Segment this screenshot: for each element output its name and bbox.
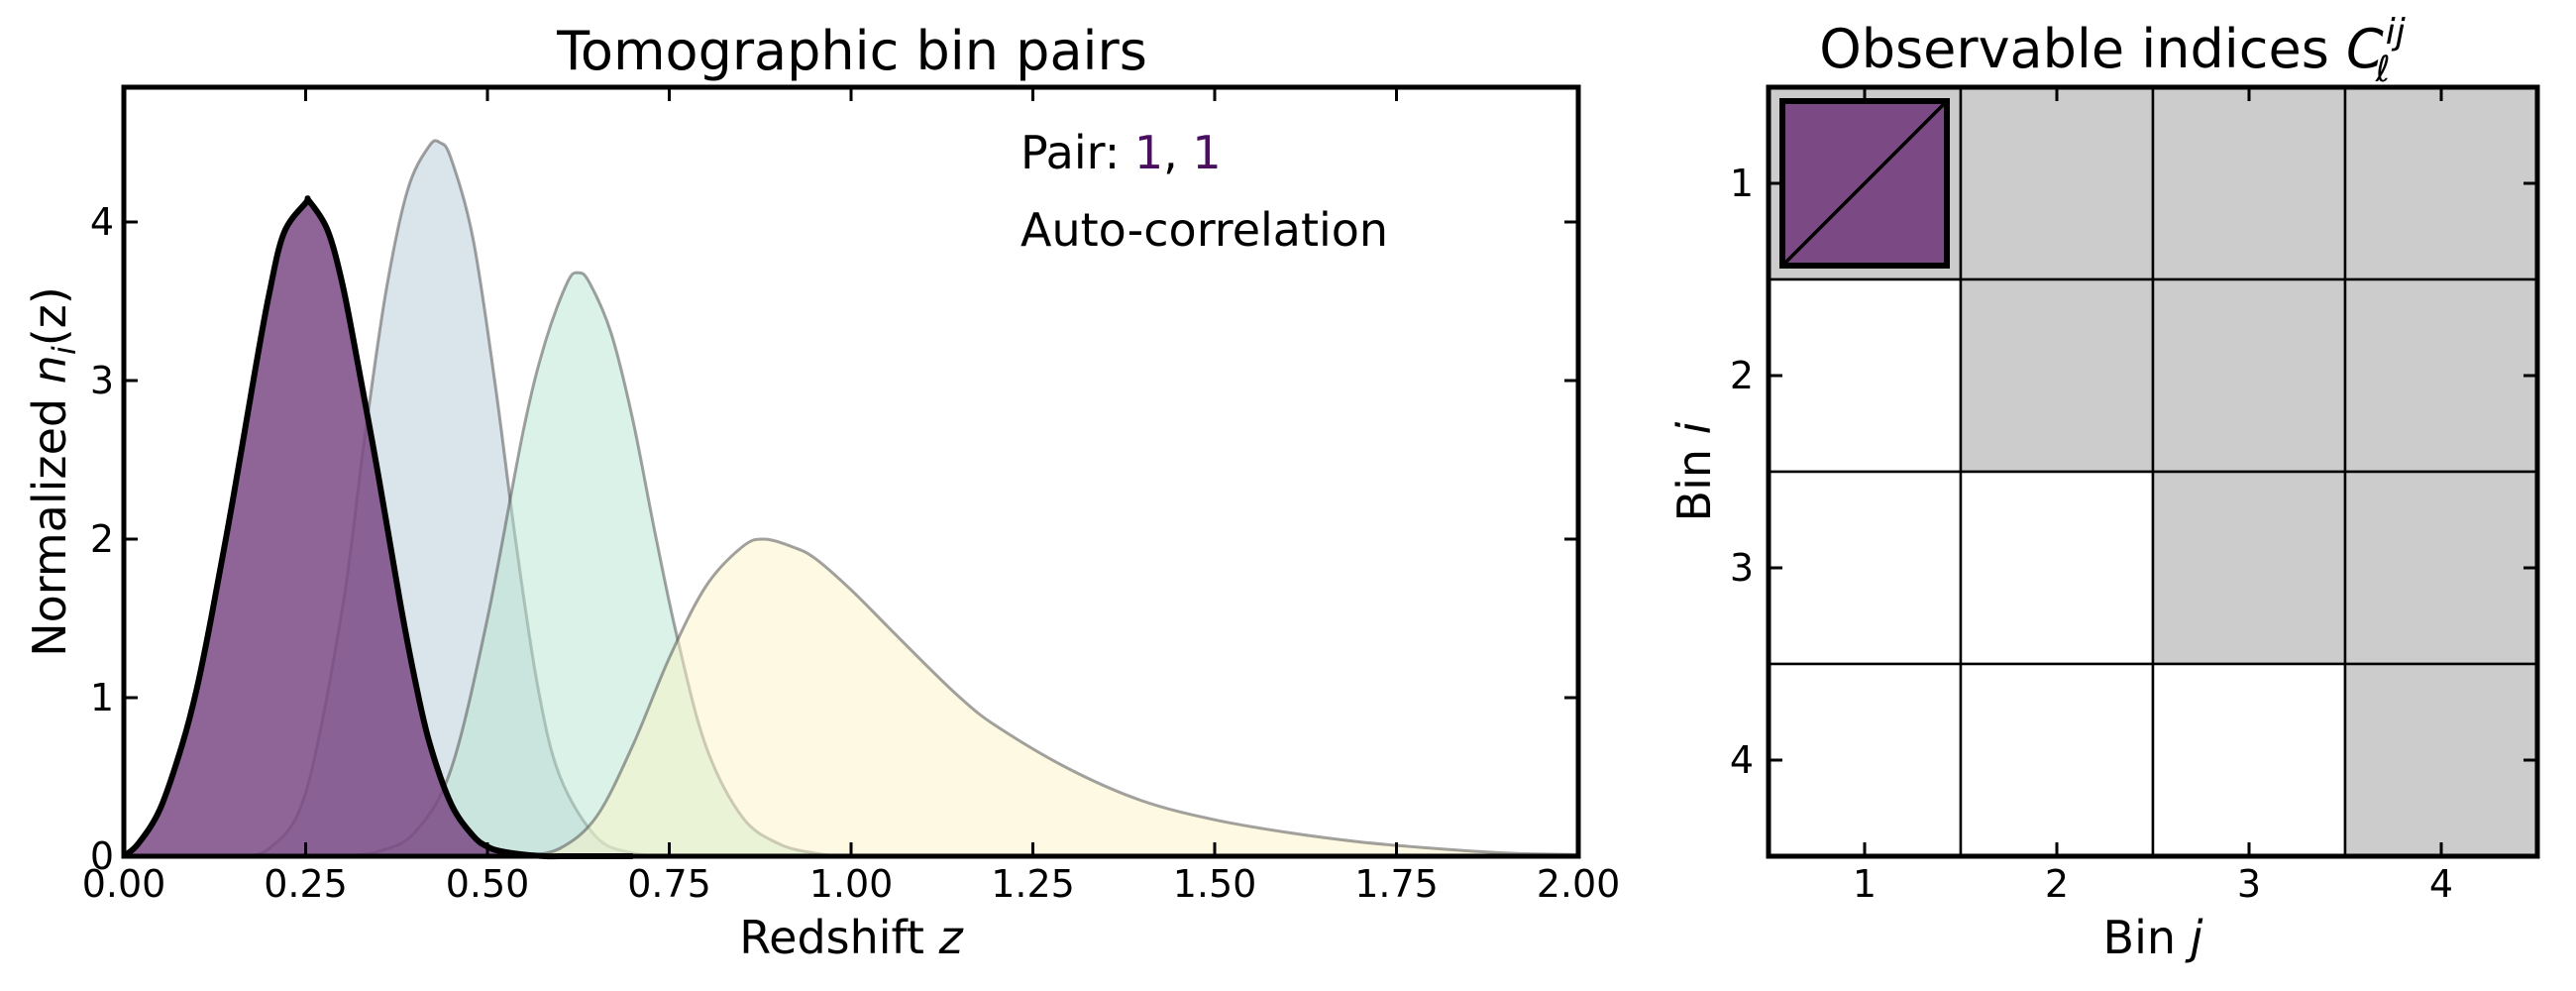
x-tick-label: 0.50	[446, 862, 530, 906]
matrix-cell-1-3	[2151, 85, 2347, 281]
matrix-cell-4-2	[1959, 662, 2155, 858]
matrix-cell-3-3	[2151, 470, 2347, 666]
y-tick-label: 3	[90, 359, 114, 402]
x-tick-label: 0.75	[627, 862, 711, 906]
matrix-cells	[1767, 85, 2539, 858]
right-chart-title: Observable indices Cij ℓ	[1819, 12, 2406, 90]
matrix-cell-1-4	[2343, 85, 2539, 281]
redshift-distribution-chart: Tomographic bin pairs 0.00 0.25 0.50 0.75 1.…	[23, 20, 1620, 964]
bin-i-tick-label: 3	[1730, 546, 1754, 590]
bin-1-area	[124, 198, 633, 857]
bin-i-tick-label: 4	[1730, 738, 1754, 782]
correlation-type-annotation: Auto-correlation	[1020, 203, 1388, 257]
bin-4-area	[523, 539, 1579, 856]
matrix-cell-2-1	[1767, 277, 1963, 474]
y-tick-label: 4	[90, 200, 114, 244]
y-tick-label: 0	[90, 834, 114, 878]
matrix-cell-2-3	[2151, 277, 2347, 474]
x-tick-label: 1.75	[1354, 862, 1439, 906]
series-layer	[122, 139, 1579, 860]
matrix-cell-4-4	[2343, 662, 2539, 858]
left-x-axis-label: Redshift z	[739, 911, 963, 964]
left-chart-title: Tomographic bin pairs	[556, 20, 1147, 82]
matrix-cell-3-2	[1959, 470, 2155, 666]
x-tick-label: 1.50	[1173, 862, 1257, 906]
bin-1-curve	[122, 195, 633, 860]
matrix-cell-4-3	[2151, 662, 2347, 858]
y-tick-label: 1	[90, 676, 114, 719]
matrix-cell-4-1	[1767, 662, 1963, 858]
x-axis-ticks: 0.00 0.25 0.50 0.75 1.00 1.25 1.50 1.75 2.00	[82, 87, 1621, 906]
pair-j-value: 1	[1192, 126, 1221, 179]
x-tick-label: 0.00	[82, 862, 166, 906]
matrix-cell-3-4	[2343, 470, 2539, 666]
bin-i-ticks: 1 2 3 4	[1730, 162, 2537, 782]
x-tick-label: 1.25	[991, 862, 1075, 906]
bin-j-tick-label: 4	[2429, 862, 2453, 906]
right-x-axis-label: Bin j	[2103, 911, 2203, 964]
pair-annotation: Pair: 1, 1	[1020, 126, 1222, 179]
bin-j-tick-label: 1	[1853, 862, 1877, 906]
x-tick-label: 2.00	[1537, 862, 1621, 906]
bin-j-ticks: 1 2 3 4	[1853, 87, 2453, 906]
matrix-cell-3-1	[1767, 470, 1963, 666]
right-y-axis-label: Bin i	[1667, 421, 1721, 521]
bin-i-tick-label: 1	[1730, 162, 1754, 205]
x-tick-label: 0.25	[264, 862, 348, 906]
bin-j-tick-label: 2	[2045, 862, 2069, 906]
x-tick-label: 1.00	[809, 862, 894, 906]
bin-j-tick-label: 3	[2237, 862, 2261, 906]
matrix-cell-1-2	[1959, 85, 2155, 281]
left-y-axis-label: Normalized ni(z)	[23, 286, 83, 657]
pair-i-value: 1	[1134, 126, 1163, 179]
selected-pair-diagonal	[1780, 99, 1949, 268]
right-plot-frame	[1766, 84, 2540, 859]
matrix-cell-2-2	[1959, 277, 2155, 474]
y-tick-label: 2	[90, 517, 114, 561]
bin-4-curve	[523, 537, 1579, 858]
y-axis-ticks: 0 1 2 3 4	[90, 200, 1578, 878]
bin-i-tick-label: 2	[1730, 354, 1754, 397]
matrix-cell-2-4	[2343, 277, 2539, 474]
bin-3-area	[342, 273, 924, 857]
